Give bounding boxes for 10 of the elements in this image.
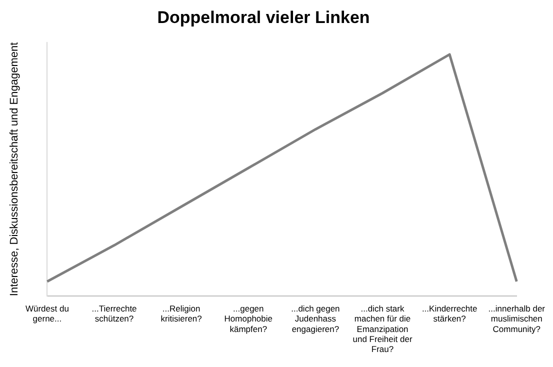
x-tick-label: ...dich gegen Judenhass engagieren? xyxy=(291,303,340,334)
x-tick-label: Würdest du gerne... xyxy=(25,303,70,324)
x-tick-label: ...Religion kritisieren? xyxy=(160,303,202,324)
chart-title: Doppelmoral vieler Linken xyxy=(157,8,370,27)
x-tick-label: ...gegen Homophobie kämpfen? xyxy=(224,303,273,334)
x-tick-label: ...Tierrechte schützen? xyxy=(92,303,138,324)
y-axis-title: Interesse, Diskussionsbereitschaft und Engagement xyxy=(8,42,21,296)
x-tick-label: ...Kinderrechte stärken? xyxy=(422,303,478,324)
x-tick-label: ...dich stark machen für die Emanzipation und Freiheit der Frau? xyxy=(352,303,412,354)
x-tick-label: ...innerhalb der muslimischen Community? xyxy=(488,303,546,334)
